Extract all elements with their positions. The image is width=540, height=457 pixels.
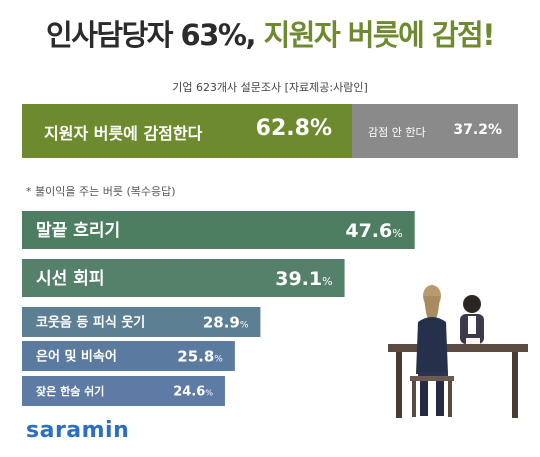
title-part-2: 지원자 버릇에 감점! xyxy=(263,18,496,52)
bar-3 xyxy=(22,307,261,337)
bar-label-4: 은어 및 비속어 xyxy=(36,349,117,365)
bar-label-3: 코웃음 등 피식 웃기 xyxy=(36,315,145,331)
deduct-no-value: 37.2% xyxy=(453,122,502,138)
title-part-1: 인사담당자 63%, xyxy=(46,18,256,52)
chart-note: * 불이익을 주는 버릇 (복수응답) xyxy=(26,185,176,198)
bar-value-4: 25.8% xyxy=(177,347,223,365)
deduct-yes-block: 지원자 버릇에 감점한다 62.8% xyxy=(22,104,352,158)
deduct-yes-label: 지원자 버릇에 감점한다 xyxy=(44,124,203,143)
bar-label-1: 말끝 흐리기 xyxy=(36,220,120,241)
bar-5 xyxy=(22,376,225,406)
survey-source: 기업 623개사 설문조사 [자료제공:사람인] xyxy=(172,81,368,94)
bar-2 xyxy=(22,259,345,297)
interview-illustration xyxy=(388,285,528,418)
bar-value-2: 39.1% xyxy=(275,268,332,290)
bar-1 xyxy=(22,211,415,249)
saramin-logo: saramin xyxy=(26,418,130,443)
bar-label-5: 잦은 한숨 쉬기 xyxy=(36,384,104,398)
bar-value-5: 24.6% xyxy=(173,385,213,400)
bar-value-1: 47.6% xyxy=(345,220,402,242)
deduct-yes-value: 62.8% xyxy=(255,116,332,141)
bar-label-2: 시선 회피 xyxy=(36,269,104,289)
page-title: 인사담당자 63%, 지원자 버릇에 감점! xyxy=(0,12,540,54)
bar-value-3: 28.9% xyxy=(203,313,249,331)
bar-4 xyxy=(22,341,235,371)
deduct-no-block: 감점 안 한다 37.2% xyxy=(352,104,518,158)
deduct-no-label: 감점 안 한다 xyxy=(368,126,426,139)
